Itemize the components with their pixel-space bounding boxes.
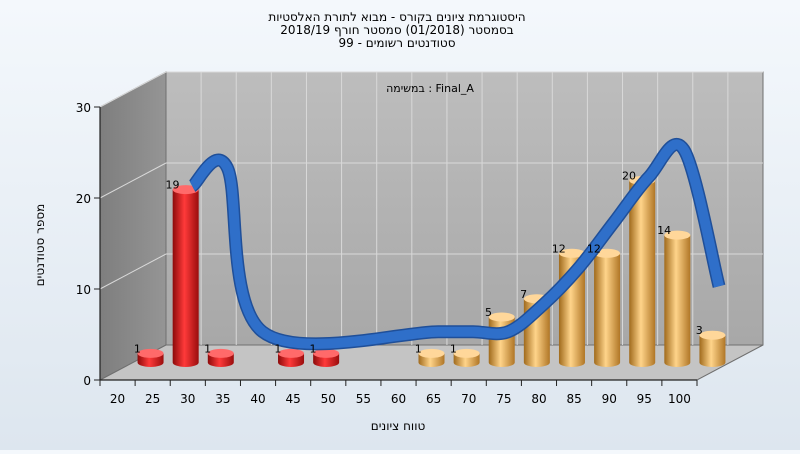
bar-body (629, 180, 656, 367)
title-line-3: סטודנטים רשומים - 99 (338, 36, 455, 50)
bar (172, 185, 199, 367)
bar-value-label: 7 (520, 288, 527, 301)
y-tick-label: 10 (76, 283, 91, 297)
x-tick-label: 80 (531, 392, 546, 406)
x-tick-label: 60 (391, 392, 406, 406)
bar-top (278, 348, 305, 358)
data-labels: 1 19 1 1 1 1 1 5 7 12 12 20 14 3 (134, 170, 703, 356)
bar-top (699, 330, 726, 340)
x-tick-label: 25 (145, 392, 160, 406)
bar (453, 348, 480, 367)
bar (137, 348, 164, 367)
x-tick-label: 35 (215, 392, 230, 406)
bar-body (172, 189, 199, 367)
bar-value-label: 20 (622, 170, 636, 183)
x-tick-label: 85 (566, 392, 581, 406)
bar-value-label: 14 (657, 224, 671, 237)
bar-value-label: 12 (587, 242, 601, 255)
x-tick-label: 95 (637, 392, 652, 406)
x-tick-label: 45 (286, 392, 301, 406)
bar (313, 348, 340, 367)
bar (594, 248, 621, 367)
trend-curve (187, 137, 726, 351)
title-line-2: בסמסטר (01/2018) סמסטר חורף 2018/19 (280, 23, 513, 37)
left-wall (99, 71, 167, 381)
x-tick-label: 20 (110, 392, 125, 406)
bar-value-label: 1 (134, 342, 141, 355)
bar-value-label: 1 (274, 342, 281, 355)
bar (278, 348, 305, 367)
bar-top (172, 185, 199, 195)
bar-top (558, 248, 585, 258)
bar-value-label: 1 (204, 342, 211, 355)
bar (207, 348, 234, 367)
bar-value-label: 1 (415, 342, 422, 355)
x-tick-label: 50 (321, 392, 336, 406)
x-tick-label: 70 (461, 392, 476, 406)
grid-line-y-side (99, 71, 167, 108)
x-tick-label: 100 (668, 392, 691, 406)
y-tick-label: 0 (83, 374, 91, 388)
bar-top (207, 348, 234, 358)
chart-title: היסטוגרמת ציונים בקורס - מבוא לתורת האלס… (268, 10, 525, 50)
bar-top (664, 230, 691, 240)
bar-top (453, 348, 480, 358)
x-tick-label: 40 (250, 392, 265, 406)
bar-top (418, 348, 445, 358)
x-axis-title: טווח ציונים (371, 419, 426, 433)
bar-value-label: 12 (552, 242, 566, 255)
y-tick-label: 20 (76, 192, 91, 206)
title-line-1: היסטוגרמת ציונים בקורס - מבוא לתורת האלס… (268, 10, 525, 24)
bars (137, 176, 726, 367)
grid-line-y-side (99, 162, 167, 199)
bar (418, 348, 445, 367)
bar-value-label: 3 (696, 324, 703, 337)
bar-body (699, 335, 726, 367)
grid-line-y-side (99, 253, 167, 290)
y-tick-label: 30 (76, 101, 91, 115)
x-tick-label: 65 (426, 392, 441, 406)
bar-body (594, 253, 621, 367)
grid-lines (99, 71, 763, 345)
trend-curve-line (188, 139, 724, 349)
bar-value-label: 5 (485, 306, 492, 319)
bar-body (664, 235, 691, 367)
bar (699, 330, 726, 367)
legend-label: במשימה : Final_A (386, 82, 474, 95)
bar-top (137, 348, 164, 358)
x-tick-label: 75 (496, 392, 511, 406)
bar-top (594, 248, 621, 258)
bar-value-label: 1 (450, 342, 457, 355)
bar-value-label: 19 (165, 179, 179, 192)
x-tick-label: 30 (180, 392, 195, 406)
bar-top (313, 348, 340, 358)
bar (664, 230, 691, 367)
bar-top (488, 312, 515, 322)
y-axis-title: מספר סטודנטים (33, 204, 47, 287)
bar-value-label: 1 (309, 342, 316, 355)
x-tick-label: 55 (356, 392, 371, 406)
x-tick-label: 90 (602, 392, 617, 406)
